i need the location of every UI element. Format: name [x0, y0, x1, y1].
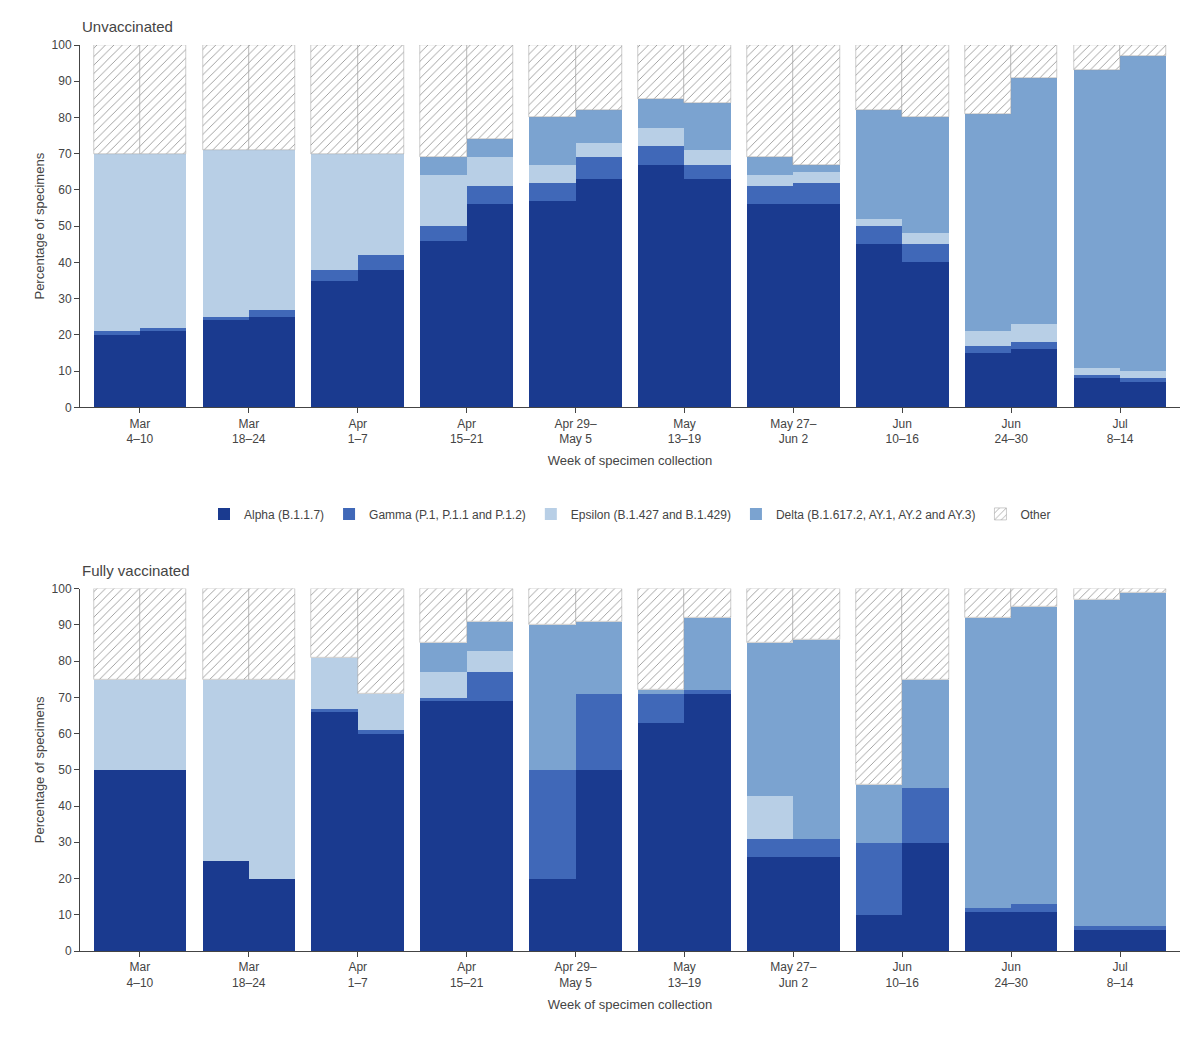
svg-text:Delta (B.1.617.2, AY.1, AY.2 a: Delta (B.1.617.2, AY.1, AY.2 and AY.3) [776, 508, 976, 522]
svg-text:Percentage of specimens: Percentage of specimens [32, 152, 47, 299]
svg-text:Mar18–24: Mar18–24 [232, 417, 266, 447]
svg-text:10: 10 [58, 364, 72, 378]
svg-text:30: 30 [58, 835, 72, 849]
svg-text:20: 20 [58, 328, 72, 342]
svg-text:Week of specimen collection: Week of specimen collection [548, 453, 713, 468]
svg-text:Jun10–16: Jun10–16 [886, 960, 920, 990]
svg-text:May 27–Jun 2: May 27–Jun 2 [770, 417, 816, 447]
svg-text:0: 0 [65, 944, 72, 958]
svg-text:May 27–Jun 2: May 27–Jun 2 [770, 960, 816, 990]
svg-text:90: 90 [58, 74, 72, 88]
svg-text:50: 50 [58, 219, 72, 233]
svg-text:70: 70 [58, 147, 72, 161]
svg-text:Apr1–7: Apr1–7 [348, 960, 368, 990]
svg-text:Alpha (B.1.1.7): Alpha (B.1.1.7) [244, 508, 324, 522]
svg-text:May13–19: May13–19 [668, 960, 702, 990]
svg-text:Mar4–10: Mar4–10 [127, 960, 154, 990]
svg-text:100: 100 [52, 38, 72, 52]
svg-text:30: 30 [58, 292, 72, 306]
svg-text:20: 20 [58, 872, 72, 886]
svg-text:Gamma (P.1, P.1.1 and P.1.2): Gamma (P.1, P.1.1 and P.1.2) [369, 508, 526, 522]
svg-text:Other: Other [1020, 508, 1050, 522]
svg-text:May13–19: May13–19 [668, 417, 702, 447]
svg-text:Mar4–10: Mar4–10 [127, 417, 154, 447]
svg-text:40: 40 [58, 799, 72, 813]
svg-text:60: 60 [58, 727, 72, 741]
svg-text:Percentage of specimens: Percentage of specimens [32, 696, 47, 843]
svg-text:Jun24–30: Jun24–30 [995, 960, 1029, 990]
svg-text:Week of specimen collection: Week of specimen collection [548, 997, 713, 1012]
svg-text:Mar18–24: Mar18–24 [232, 960, 266, 990]
svg-text:Apr1–7: Apr1–7 [348, 417, 368, 447]
svg-text:0: 0 [65, 401, 72, 415]
svg-text:Fully vaccinated: Fully vaccinated [82, 562, 190, 579]
svg-text:10: 10 [58, 908, 72, 922]
svg-text:Apr15–21: Apr15–21 [450, 417, 484, 447]
svg-text:Jun10–16: Jun10–16 [886, 417, 920, 447]
svg-text:80: 80 [58, 111, 72, 125]
svg-text:Apr 29–May 5: Apr 29–May 5 [555, 960, 597, 990]
svg-text:Jun24–30: Jun24–30 [995, 417, 1029, 447]
svg-text:80: 80 [58, 654, 72, 668]
svg-text:70: 70 [58, 691, 72, 705]
svg-text:Unvaccinated: Unvaccinated [82, 18, 173, 35]
svg-text:100: 100 [52, 582, 72, 596]
svg-text:40: 40 [58, 256, 72, 270]
svg-text:Apr15–21: Apr15–21 [450, 960, 484, 990]
svg-text:Jul8–14: Jul8–14 [1107, 417, 1134, 447]
svg-text:50: 50 [58, 763, 72, 777]
svg-text:Apr 29–May 5: Apr 29–May 5 [555, 417, 597, 447]
svg-text:Jul8–14: Jul8–14 [1107, 960, 1134, 990]
svg-text:Epsilon (B.1.427 and B.1.429): Epsilon (B.1.427 and B.1.429) [571, 508, 731, 522]
svg-text:90: 90 [58, 618, 72, 632]
svg-text:60: 60 [58, 183, 72, 197]
